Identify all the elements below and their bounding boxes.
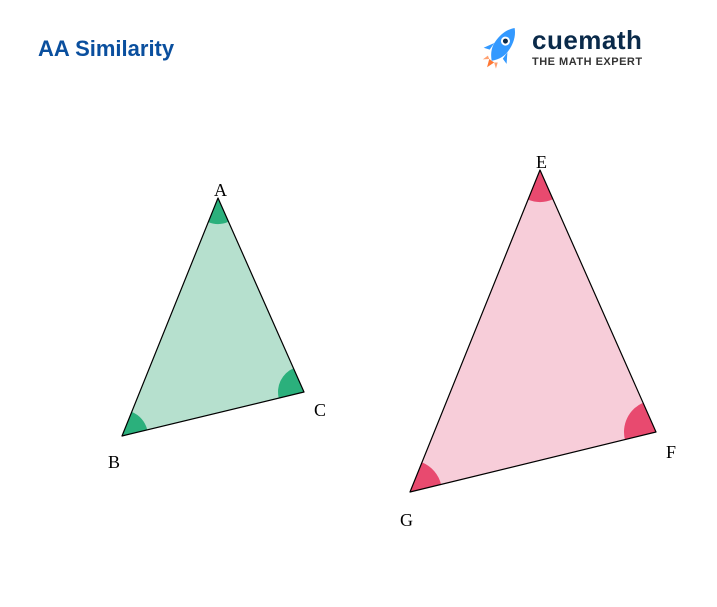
vertex-label-a: A [214, 180, 227, 201]
vertex-label-f: F [666, 442, 676, 463]
vertex-label-e: E [536, 152, 547, 173]
vertex-label-g: G [400, 510, 413, 531]
vertex-label-b: B [108, 452, 120, 473]
triangle-efg [410, 170, 656, 492]
vertex-label-c: C [314, 400, 326, 421]
diagram-canvas [0, 0, 717, 607]
triangle-abc [122, 198, 304, 436]
